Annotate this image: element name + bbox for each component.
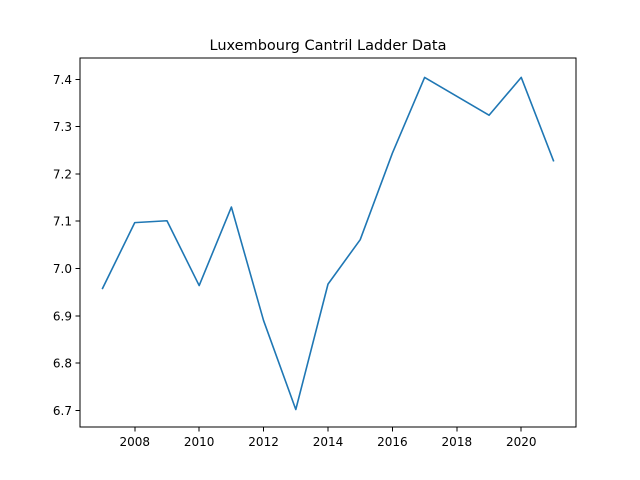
x-tick-label: 2012 — [248, 435, 279, 449]
x-axis: 2008 2010 2012 2014 2016 2018 2020 — [119, 427, 537, 449]
x-tick-label: 2008 — [119, 435, 150, 449]
y-tick-label: 6.9 — [53, 309, 72, 323]
x-tick-label: 2018 — [442, 435, 473, 449]
series-line — [101, 76, 555, 411]
y-tick-label: 6.8 — [53, 357, 72, 371]
y-tick-label: 7.0 — [53, 262, 72, 276]
x-tick-label: 2020 — [506, 435, 537, 449]
series-layer — [101, 76, 555, 411]
y-tick-label: 6.7 — [53, 404, 72, 418]
y-axis: 6.7 6.8 6.9 7.0 7.1 7.2 7.3 7.4 — [53, 73, 80, 418]
y-tick-label: 7.2 — [53, 167, 72, 181]
y-tick-label: 7.1 — [53, 215, 72, 229]
chart-title: Luxembourg Cantril Ladder Data — [210, 38, 447, 54]
y-tick-label: 7.3 — [53, 120, 72, 134]
x-tick-label: 2016 — [377, 435, 408, 449]
y-tick-label: 7.4 — [53, 73, 72, 87]
x-tick-label: 2010 — [184, 435, 215, 449]
x-tick-label: 2014 — [313, 435, 344, 449]
plot-frame — [79, 57, 577, 428]
